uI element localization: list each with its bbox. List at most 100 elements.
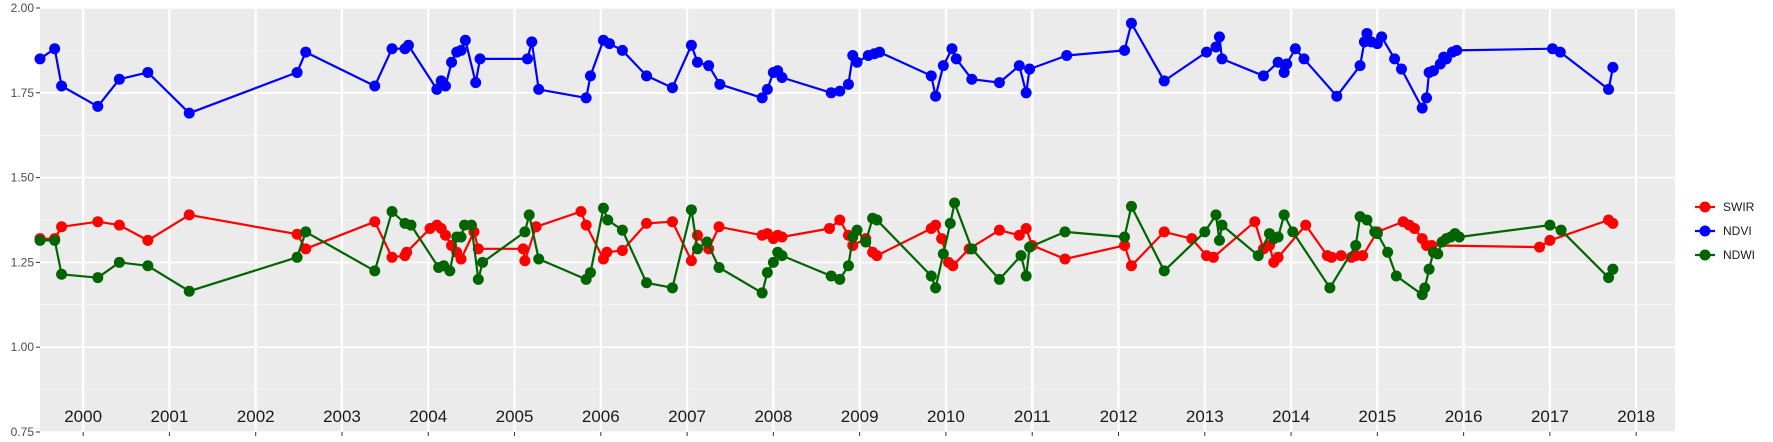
year-label: 2006 xyxy=(582,407,620,426)
data-point xyxy=(993,224,1005,236)
data-point xyxy=(1324,282,1336,294)
data-point xyxy=(142,260,154,272)
data-point xyxy=(966,73,978,85)
data-point xyxy=(440,80,452,92)
data-point xyxy=(1534,241,1546,253)
legend-item-ndwi: NDWI xyxy=(1695,248,1755,262)
data-point xyxy=(369,265,381,277)
data-point xyxy=(691,229,703,241)
data-point xyxy=(1119,239,1131,251)
data-point xyxy=(713,261,725,273)
data-point xyxy=(776,231,788,243)
data-point xyxy=(402,39,414,51)
data-point xyxy=(701,236,713,248)
data-point xyxy=(300,46,312,58)
data-point xyxy=(761,83,773,95)
year-label: 2003 xyxy=(323,407,361,426)
data-point xyxy=(925,270,937,282)
data-point xyxy=(823,222,835,234)
y-axis: 0.75 1.00 1.25 1.50 1.75 2.00 xyxy=(11,1,40,439)
year-label: 2002 xyxy=(237,407,275,426)
data-point xyxy=(1186,233,1198,245)
data-point xyxy=(580,219,592,231)
data-point xyxy=(1603,272,1615,284)
data-point xyxy=(1544,219,1556,231)
data-point xyxy=(1252,250,1264,262)
data-point xyxy=(825,270,837,282)
data-point xyxy=(1125,260,1137,272)
data-point xyxy=(776,72,788,84)
data-point xyxy=(300,226,312,238)
data-point xyxy=(1350,239,1362,251)
data-point xyxy=(446,56,458,68)
data-point xyxy=(1213,234,1225,246)
data-point xyxy=(1278,66,1290,78)
data-point xyxy=(949,197,961,209)
data-point xyxy=(1451,44,1463,56)
data-point xyxy=(1432,248,1444,260)
data-point xyxy=(1335,250,1347,262)
year-label: 2005 xyxy=(496,407,534,426)
data-point xyxy=(1158,265,1170,277)
data-point xyxy=(521,53,533,65)
data-point xyxy=(56,80,68,92)
data-point xyxy=(666,82,678,94)
year-label: 2001 xyxy=(151,407,189,426)
data-point xyxy=(369,80,381,92)
data-point xyxy=(603,38,615,50)
data-point xyxy=(440,229,452,241)
data-point xyxy=(477,256,489,268)
data-point xyxy=(584,267,596,279)
year-label: 2010 xyxy=(927,407,965,426)
data-point xyxy=(386,43,398,55)
data-point xyxy=(714,78,726,90)
data-point xyxy=(851,224,863,236)
data-point xyxy=(1216,53,1228,65)
data-point xyxy=(756,287,768,299)
data-point xyxy=(1216,219,1228,231)
data-point xyxy=(584,70,596,82)
data-point xyxy=(641,217,653,229)
legend: SWIR NDVI NDWI xyxy=(1695,200,1755,262)
data-point xyxy=(936,233,948,245)
data-point xyxy=(1555,224,1567,236)
data-point xyxy=(1287,226,1299,238)
y-tick-label: 1.75 xyxy=(11,86,35,100)
data-point xyxy=(291,228,303,240)
data-point xyxy=(950,53,962,65)
data-point xyxy=(183,209,195,221)
data-point xyxy=(947,260,959,272)
data-point xyxy=(1389,53,1401,65)
data-point xyxy=(1395,63,1407,75)
data-point xyxy=(291,251,303,263)
data-point xyxy=(49,234,61,246)
data-point xyxy=(666,282,678,294)
data-point xyxy=(533,253,545,265)
data-point xyxy=(937,248,949,260)
y-tick-label: 0.75 xyxy=(11,425,35,439)
data-point xyxy=(444,265,456,277)
data-point xyxy=(1416,102,1428,114)
data-point xyxy=(431,83,443,95)
data-point xyxy=(602,214,614,226)
data-point xyxy=(993,273,1005,285)
data-point xyxy=(1015,250,1027,262)
data-point xyxy=(472,273,484,285)
data-point xyxy=(842,78,854,90)
data-point xyxy=(860,236,872,248)
year-label: 2015 xyxy=(1358,407,1396,426)
data-point xyxy=(1207,251,1219,263)
data-point xyxy=(183,107,195,119)
data-point xyxy=(113,219,125,231)
data-point xyxy=(1289,43,1301,55)
data-point xyxy=(767,256,779,268)
data-point xyxy=(1210,209,1222,221)
data-point xyxy=(1603,83,1615,95)
data-point xyxy=(685,204,697,216)
legend-key-point xyxy=(1699,249,1711,261)
data-point xyxy=(842,260,854,272)
data-point xyxy=(756,92,768,104)
year-label: 2013 xyxy=(1186,407,1224,426)
data-point xyxy=(641,277,653,289)
